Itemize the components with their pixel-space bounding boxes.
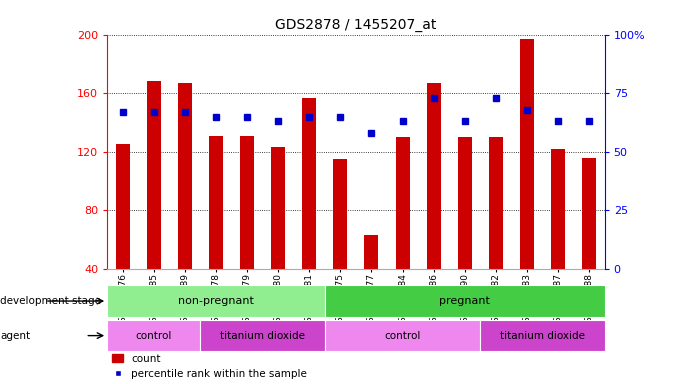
Bar: [115, 144, 130, 269]
Bar: [489, 137, 503, 269]
Bar: [302, 98, 316, 269]
Bar: [551, 149, 565, 269]
Text: agent: agent: [0, 331, 30, 341]
Text: titanium dioxide: titanium dioxide: [220, 331, 305, 341]
Bar: [325, 320, 480, 351]
Text: development stage: development stage: [0, 296, 101, 306]
Bar: [520, 39, 534, 269]
Legend: count, percentile rank within the sample: count, percentile rank within the sample: [113, 354, 307, 379]
Title: GDS2878 / 1455207_at: GDS2878 / 1455207_at: [275, 18, 437, 32]
Text: titanium dioxide: titanium dioxide: [500, 331, 585, 341]
Bar: [582, 157, 596, 269]
Bar: [395, 137, 410, 269]
Bar: [271, 147, 285, 269]
Text: pregnant: pregnant: [439, 296, 490, 306]
Bar: [178, 83, 192, 269]
Text: control: control: [384, 331, 421, 341]
Bar: [325, 285, 605, 317]
Bar: [209, 136, 223, 269]
Bar: [107, 285, 325, 317]
Bar: [240, 136, 254, 269]
Text: control: control: [135, 331, 172, 341]
Text: non-pregnant: non-pregnant: [178, 296, 254, 306]
Bar: [146, 81, 161, 269]
Bar: [457, 137, 472, 269]
Bar: [200, 320, 325, 351]
Bar: [364, 235, 379, 269]
Bar: [480, 320, 605, 351]
Bar: [107, 320, 200, 351]
Bar: [333, 159, 348, 269]
Bar: [426, 83, 441, 269]
